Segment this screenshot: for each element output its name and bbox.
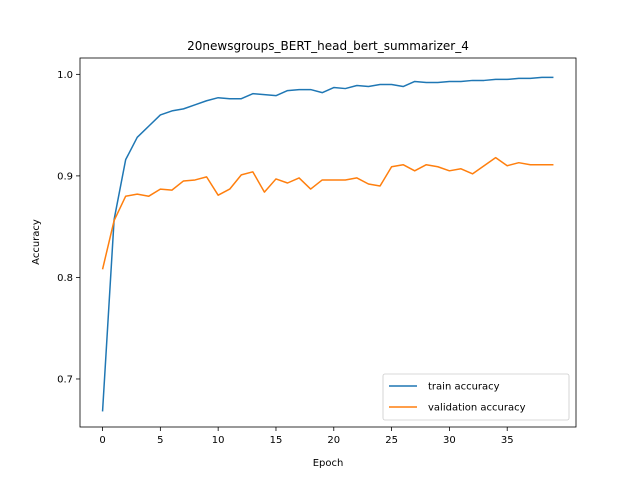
x-tick-label: 25 — [385, 435, 398, 446]
plot-area: 0 5 10 15 20 25 30 35 0.7 0.8 0.9 1.0 — [57, 57, 577, 446]
y-tick-label: 0.9 — [57, 171, 73, 182]
x-tick-label: 35 — [501, 435, 514, 446]
axes-frame — [79, 57, 577, 428]
legend-label-validation-accuracy: validation accuracy — [428, 403, 526, 414]
x-axis-label: Epoch — [313, 458, 344, 469]
y-tick-label: 0.7 — [57, 374, 73, 385]
chart-title: 20newsgroups_BERT_head_bert_summarizer_4 — [187, 39, 469, 53]
x-tick-label: 20 — [327, 435, 340, 446]
x-tick-label: 0 — [99, 435, 105, 446]
y-tick-label: 1.0 — [57, 70, 73, 81]
legend: train accuracy validation accuracy — [382, 373, 570, 421]
x-tick-label: 5 — [157, 435, 163, 446]
legend-box — [382, 373, 570, 421]
train-accuracy-line — [101, 76, 554, 412]
legend-label-train-accuracy: train accuracy — [428, 382, 500, 393]
y-axis-label: Accuracy — [31, 219, 42, 265]
x-tick-label: 30 — [443, 435, 456, 446]
y-tick-label: 0.8 — [57, 273, 73, 284]
validation-accuracy-line — [101, 156, 554, 270]
x-tick-label: 15 — [270, 435, 283, 446]
x-tick-label: 10 — [212, 435, 225, 446]
